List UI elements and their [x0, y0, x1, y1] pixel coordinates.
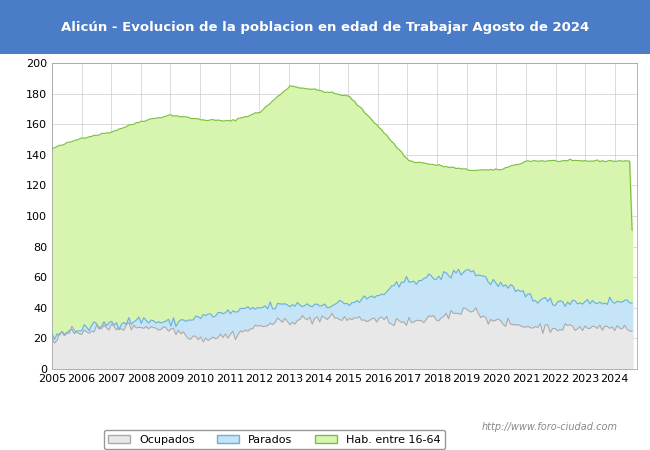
Text: Alicún - Evolucion de la poblacion en edad de Trabajar Agosto de 2024: Alicún - Evolucion de la poblacion en ed…	[61, 21, 589, 33]
Legend: Ocupados, Parados, Hab. entre 16-64: Ocupados, Parados, Hab. entre 16-64	[104, 430, 445, 449]
Text: http://www.foro-ciudad.com: http://www.foro-ciudad.com	[482, 422, 618, 432]
